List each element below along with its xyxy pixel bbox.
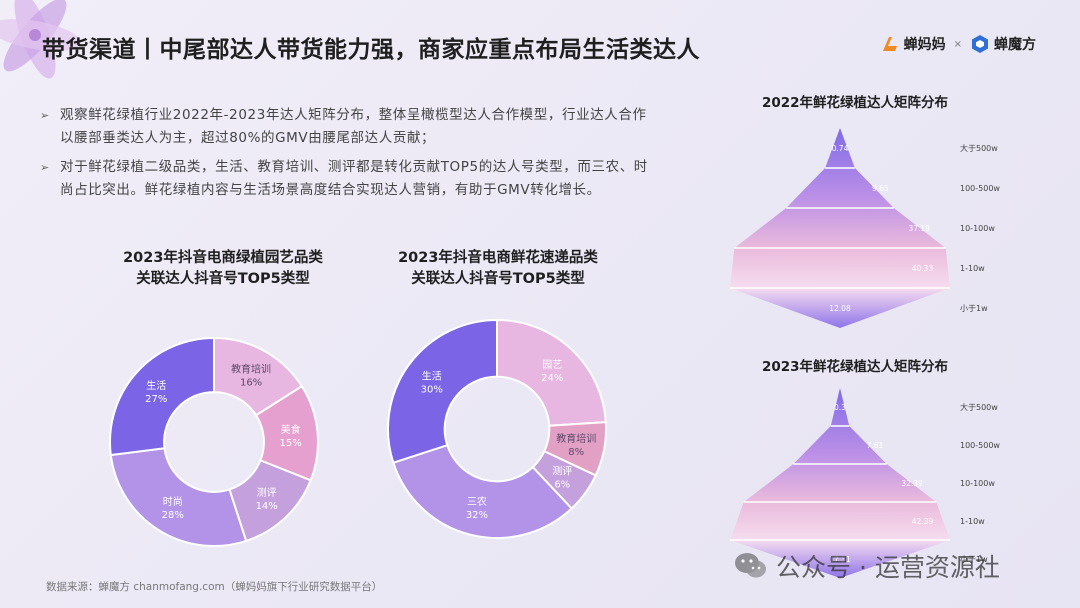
bullet-item: ➢ 对于鲜花绿植二级品类，生活、教育培训、测评都是转化贡献TOP5的达人号类型，…: [40, 156, 650, 202]
donut2-title-line2: 关联达人抖音号TOP5类型: [411, 271, 585, 287]
donut-slice-三农: [392, 443, 574, 539]
funnel-category: 小于1w: [960, 304, 988, 313]
chanmofang-logo-text: 蝉魔方: [994, 37, 1036, 53]
summary-bullets: ➢ 观察鲜花绿植行业2022年-2023年达人矩阵分布，整体呈橄榄型达人合作模型…: [40, 104, 650, 208]
donut1-title: 2023年抖音电商绿植园艺品类 关联达人抖音号TOP5类型: [88, 248, 358, 290]
slice-label: 生活: [146, 379, 166, 392]
funnel-shape: [730, 128, 950, 328]
bullet-arrow-icon: ➢: [40, 161, 50, 174]
donut2-title: 2023年抖音电商鲜花速递品类 关联达人抖音号TOP5类型: [358, 248, 638, 290]
slice-label: 教育培训: [556, 432, 596, 445]
wechat-icon: [735, 553, 766, 578]
slice-value: 27%: [145, 394, 167, 405]
slice-value: 28%: [162, 510, 184, 521]
donut-slice-生活: [109, 336, 215, 457]
funnel-category: 100-500w: [960, 441, 1000, 450]
funnel-value: 32.39: [901, 479, 923, 488]
slice-value: 8%: [568, 447, 584, 458]
funnel-value: 0.74: [832, 144, 849, 153]
slice-label: 三农: [467, 495, 487, 508]
funnel-category: 10-100w: [960, 224, 995, 233]
funnel-value: 42.39: [912, 517, 934, 526]
funnel-category: 大于500w: [960, 402, 998, 412]
funnel2-title: 2023年鲜花绿植达人矩阵分布: [761, 359, 949, 375]
donut1-title-line1: 2023年抖音电商绿植园艺品类: [123, 250, 323, 266]
funnel-value: 37.19: [908, 224, 930, 233]
funnel-category: 100-500w: [960, 184, 1000, 193]
funnel-value: 0.3: [834, 403, 846, 412]
slice-value: 6%: [554, 479, 570, 490]
funnel1-title: 2022年鲜花绿植达人矩阵分布: [761, 95, 949, 111]
donut2-title-line1: 2023年抖音电商鲜花速递品类: [398, 250, 598, 266]
chanmofang-logo: 蝉魔方: [970, 34, 1036, 54]
logo-separator: ×: [953, 38, 962, 50]
funnel-category: 大于500w: [960, 143, 998, 153]
donut1-title-line2: 关联达人抖音号TOP5类型: [136, 271, 310, 287]
funnel-category: 1-10w: [960, 264, 985, 273]
bullet-arrow-icon: ➢: [40, 109, 50, 122]
donut-chart-flowers: 园艺 24% 教育培训 8% 测评 6% 三农 32% 生活 30%: [387, 318, 607, 539]
donut-slice-园艺: [496, 318, 607, 427]
funnel-value: 12.08: [829, 304, 851, 313]
watermark: 公众号 · 运营资源社: [734, 548, 1000, 584]
chanmama-logo: 蝉妈妈: [880, 34, 946, 54]
page-title: 带货渠道丨中尾部达人带货能力强，商家应重点布局生活类达人: [42, 37, 700, 63]
slice-label: 测评: [552, 464, 572, 477]
slice-label: 时尚: [163, 495, 183, 508]
slice-label: 测评: [257, 486, 277, 499]
slice-label: 教育培训: [231, 363, 271, 376]
chanmama-icon: [882, 37, 897, 51]
funnel-shape: [730, 388, 950, 578]
funnel-value: 17.31: [829, 555, 851, 564]
chanmama-logo-text: 蝉妈妈: [903, 37, 946, 53]
funnel-category: 小于1w: [960, 555, 988, 564]
slice-label: 美食: [281, 423, 301, 436]
funnel-value: 7.61: [867, 441, 884, 450]
bullet-item: ➢ 观察鲜花绿植行业2022年-2023年达人矩阵分布，整体呈橄榄型达人合作模型…: [40, 104, 650, 150]
funnel-value: 40.33: [912, 264, 934, 273]
bullet-text: 对于鲜花绿植二级品类，生活、教育培训、测评都是转化贡献TOP5的达人号类型，而三…: [60, 159, 648, 198]
funnel-value: 9.65: [872, 184, 889, 193]
flower-decoration: [0, 0, 81, 79]
donut-slice-时尚: [109, 447, 248, 547]
watermark-text: 公众号 · 运营资源社: [776, 553, 1000, 582]
funnel-chart-2022: 0.74 大于500w 9.65 100-500w 37.19 10-100w 40.33 1…: [730, 128, 1000, 328]
slice-value: 14%: [256, 501, 278, 512]
funnel-chart-2023: 0.3 大于500w 7.61 100-500w 32.39 10-100w 42.39 1-…: [730, 388, 1000, 578]
donut-slice-生活: [387, 318, 498, 464]
bullet-text: 观察鲜花绿植行业2022年-2023年达人矩阵分布，整体呈橄榄型达人合作模型，行…: [60, 107, 647, 146]
data-source: 数据来源：蝉魔方 chanmofang.com（蝉妈妈旗下行业研究数据平台）: [46, 581, 383, 593]
slice-value: 15%: [280, 438, 302, 449]
slice-label: 园艺: [542, 359, 562, 371]
chanmofang-icon: [972, 35, 988, 53]
slice-value: 30%: [421, 385, 443, 396]
brand-logos: 蝉妈妈 × 蝉魔方: [880, 34, 1036, 54]
slice-label: 生活: [422, 370, 442, 383]
funnel-category: 1-10w: [960, 517, 985, 526]
donut-chart-greenery: 教育培训 16% 美食 15% 测评 14% 时尚 28% 生活 27%: [109, 336, 319, 547]
slice-value: 24%: [541, 373, 563, 384]
slice-value: 16%: [240, 378, 262, 389]
funnel-category: 10-100w: [960, 479, 995, 488]
slice-value: 32%: [466, 510, 488, 521]
